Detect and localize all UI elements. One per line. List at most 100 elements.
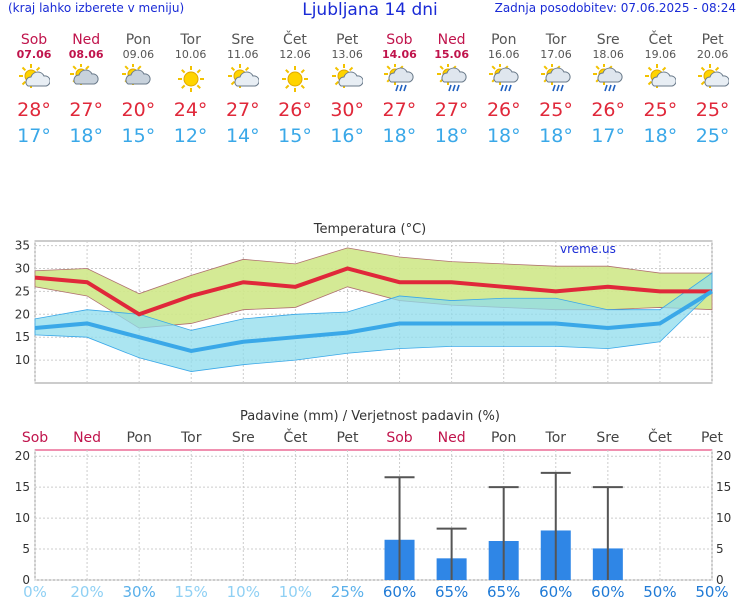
max-temp: 26° bbox=[278, 99, 312, 121]
y-tick-label: 0 bbox=[22, 573, 30, 587]
min-temp: 14° bbox=[225, 125, 260, 147]
sun-cloud-icon bbox=[687, 61, 739, 97]
sun-cloud-icon bbox=[8, 61, 60, 97]
max-temp: 30° bbox=[330, 99, 365, 121]
x-tick-label: Pet bbox=[336, 430, 359, 446]
day-name: Pet bbox=[336, 32, 359, 48]
sun-rain-icon bbox=[478, 61, 530, 97]
max-temp-line bbox=[34, 266, 712, 317]
min-temp: 15° bbox=[278, 125, 312, 147]
page-title: Ljubljana 14 dni bbox=[302, 0, 438, 20]
probability-label: 50% bbox=[643, 583, 676, 600]
x-tick-label: Sob bbox=[22, 430, 48, 446]
day-date: 08.06 bbox=[68, 48, 104, 61]
day-column: Pon 09.06 20° 15° bbox=[112, 32, 164, 149]
day-name: Pon bbox=[125, 32, 152, 48]
y-tick-label-right: 15 bbox=[716, 480, 731, 494]
min-temp-line bbox=[34, 289, 714, 353]
day-date: 12.06 bbox=[279, 48, 311, 61]
day-column: Sob 14.06 27° 18° bbox=[373, 32, 425, 149]
day-column: Ned 15.06 27° 18° bbox=[426, 32, 478, 149]
probability-label: 15% bbox=[175, 583, 208, 600]
x-tick-label: Pon bbox=[491, 430, 516, 446]
error-bar bbox=[436, 527, 467, 580]
day-date: 18.06 bbox=[592, 48, 624, 61]
day-column: Pet 20.06 25° 25° bbox=[687, 32, 739, 149]
x-tick-label: Ned bbox=[73, 430, 101, 446]
day-column: Sre 11.06 27° 14° bbox=[217, 32, 269, 149]
max-temp: 27° bbox=[69, 99, 104, 121]
max-temp: 25° bbox=[539, 99, 573, 121]
x-tick-label: Čet bbox=[283, 428, 307, 446]
sun-cloud-icon bbox=[634, 61, 686, 97]
day-date: 09.06 bbox=[122, 48, 155, 61]
day-date: 13.06 bbox=[331, 48, 363, 61]
day-name: Tor bbox=[545, 32, 567, 48]
x-tick-label: Sob bbox=[386, 430, 412, 446]
day-date: 11.06 bbox=[227, 48, 259, 61]
day-date: 07.06 bbox=[16, 48, 52, 61]
x-tick-label: Pet bbox=[701, 430, 724, 446]
daily-forecast: Sob 07.06 28° 17° Ned 08.06 27° 18° Pon 09.06 20° 1… bbox=[8, 32, 738, 172]
sun-icon bbox=[165, 61, 217, 97]
day-name: Pet bbox=[701, 32, 724, 48]
max-temp: 28° bbox=[17, 99, 51, 121]
day-date: 17.06 bbox=[540, 48, 572, 61]
min-temp: 18° bbox=[434, 125, 469, 147]
day-column: Pet 13.06 30° 16° bbox=[321, 32, 373, 149]
y-tick-label: 20 bbox=[15, 307, 30, 321]
probability-label: 60% bbox=[383, 583, 416, 600]
day-name: Sob bbox=[20, 32, 48, 48]
probability-label: 25% bbox=[331, 583, 364, 600]
day-date: 14.06 bbox=[381, 48, 417, 61]
y-tick-label: 10 bbox=[15, 353, 30, 367]
day-name: Tor bbox=[180, 32, 201, 48]
cloudy-icon bbox=[60, 61, 112, 97]
max-temp: 25° bbox=[695, 99, 730, 121]
chart-title: Temperatura (°C) bbox=[313, 222, 426, 237]
day-name: Sre bbox=[596, 32, 620, 48]
day-name: Ned bbox=[72, 32, 101, 48]
probability-label: 60% bbox=[539, 583, 572, 600]
x-tick-label: Ned bbox=[438, 430, 466, 446]
sun-icon bbox=[269, 61, 321, 97]
max-temp: 20° bbox=[121, 99, 156, 121]
y-tick-label-right: 0 bbox=[716, 573, 724, 587]
max-temp: 24° bbox=[173, 99, 208, 121]
header: (kraj lahko izberete v meniju) Ljubljana… bbox=[0, 0, 740, 22]
min-temp: 16° bbox=[330, 125, 365, 147]
y-tick-label-right: 10 bbox=[716, 511, 731, 525]
day-date: 20.06 bbox=[696, 48, 729, 61]
y-tick-label: 5 bbox=[22, 542, 30, 556]
day-name: Sob bbox=[386, 32, 413, 48]
cloudy-icon bbox=[112, 61, 164, 97]
probability-label: 60% bbox=[591, 583, 624, 600]
error-bar bbox=[540, 471, 571, 580]
x-tick-label: Čet bbox=[648, 428, 672, 446]
min-temp: 15° bbox=[121, 125, 156, 147]
location-hint[interactable]: (kraj lahko izberete v meniju) bbox=[8, 1, 185, 15]
max-temp: 25° bbox=[643, 99, 678, 121]
min-temp: 25° bbox=[695, 125, 730, 147]
probability-label: 20% bbox=[70, 583, 103, 600]
x-tick-label: Sre bbox=[596, 430, 619, 446]
x-tick-label: Tor bbox=[545, 430, 567, 446]
day-name: Ned bbox=[437, 32, 466, 48]
max-temp: 27° bbox=[382, 99, 417, 121]
day-date: 19.06 bbox=[644, 48, 677, 61]
sun-cloud-icon bbox=[321, 61, 373, 97]
max-temp: 27° bbox=[225, 99, 260, 121]
watermark: vreme.us bbox=[560, 242, 616, 256]
y-tick-label-right: 5 bbox=[716, 542, 724, 556]
min-temp: 18° bbox=[69, 125, 104, 147]
day-date: 15.06 bbox=[434, 48, 469, 61]
probability-label: 30% bbox=[122, 583, 155, 600]
day-column: Čet 12.06 26° 15° bbox=[269, 32, 321, 149]
y-tick-label: 20 bbox=[15, 449, 30, 463]
last-update: Zadnja posodobitev: 07.06.2025 - 08:24 bbox=[494, 1, 736, 15]
y-tick-label: 15 bbox=[15, 480, 30, 494]
max-temp: 26° bbox=[591, 99, 626, 121]
probability-label: 65% bbox=[435, 583, 468, 600]
max-temp: 27° bbox=[434, 99, 469, 121]
sun-rain-icon bbox=[373, 61, 425, 97]
